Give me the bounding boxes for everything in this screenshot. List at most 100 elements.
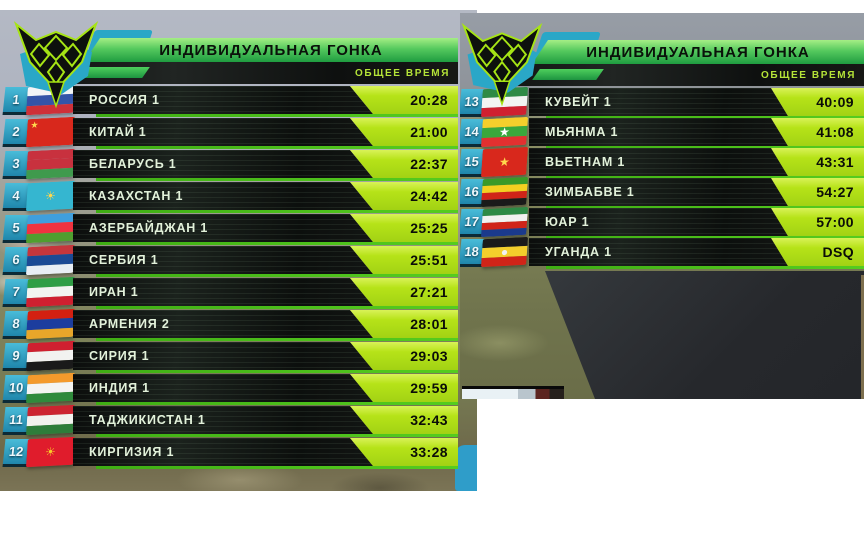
row-underline [96, 274, 458, 277]
team-name: ЗИМБАБВЕ 1 [545, 185, 635, 199]
column-header-bar: ОБЩЕЕ ВРЕМЯ [52, 62, 458, 84]
rank-number: 9 [11, 348, 21, 363]
flag-stripe [25, 391, 74, 404]
total-time-value: 33:28 [410, 444, 448, 460]
result-row: 7 ИРАН 1 27:21 [0, 276, 458, 309]
row-underline [546, 236, 864, 239]
row-underline [96, 114, 458, 117]
total-time-value: 29:59 [410, 380, 448, 396]
result-row: 6 СЕРБИЯ 1 25:51 [0, 244, 458, 277]
team-name: РОССИЯ 1 [89, 93, 160, 107]
panel-title-bar: ИНДИВИДУАЛЬНАЯ ГОНКА [84, 38, 458, 62]
result-row: 9 СИРИЯ 1 29:03 [0, 340, 458, 373]
result-row: 8 АРМЕНИЯ 2 28:01 [0, 308, 458, 341]
team-name-bar: АРМЕНИЯ 2 [73, 310, 373, 338]
flag-kyrgyzstan-icon: ☀ [25, 436, 76, 468]
rank-number: 18 [463, 244, 480, 259]
total-time-value: 54:27 [816, 184, 854, 200]
team-name: АЗЕРБАЙДЖАН 1 [89, 221, 209, 235]
team-name: СИРИЯ 1 [89, 349, 150, 363]
flag-myanmar-icon: ★ [480, 116, 529, 148]
total-time-value: 43:31 [816, 154, 854, 170]
total-time-value: 41:08 [816, 124, 854, 140]
team-name: УГАНДА 1 [545, 245, 612, 259]
leaderboard-panel-right: ИНДИВИДУАЛЬНАЯ ГОНКА ОБЩЕЕ ВРЕМЯ 13 КУВЕЙ… [460, 13, 864, 399]
rank-number: 10 [8, 380, 25, 395]
total-time-value: 21:00 [410, 124, 448, 140]
team-name: ВЬЕТНАМ 1 [545, 155, 626, 169]
total-time-box: DSQ [771, 238, 864, 266]
row-underline [96, 146, 458, 149]
team-name-bar: КИТАЙ 1 [73, 118, 373, 146]
total-time-value: 25:51 [410, 252, 448, 268]
row-underline [96, 338, 458, 341]
result-row: 12 ☀ КИРГИЗИЯ 1 33:28 [0, 436, 458, 469]
total-time-box: 41:08 [771, 118, 864, 146]
row-underline [96, 370, 458, 373]
flag-emblem-icon: ● [500, 244, 509, 260]
row-underline [546, 146, 864, 149]
flag-azerbaijan-icon [25, 212, 76, 244]
flag-belarus-icon [25, 148, 76, 180]
video-frame-right: ИНДИВИДУАЛЬНАЯ ГОНКА ОБЩЕЕ ВРЕМЯ 13 КУВЕЙ… [460, 13, 864, 399]
team-name: КАЗАХСТАН 1 [89, 189, 184, 203]
row-underline [96, 434, 458, 437]
flag-zimbabwe-icon [480, 176, 529, 208]
flag-kazakhstan-icon: ☀ [25, 180, 76, 212]
rank-number: 17 [463, 214, 480, 229]
rank-number: 12 [8, 444, 25, 459]
row-underline [96, 210, 458, 213]
rank-number: 6 [11, 252, 21, 267]
result-row: 11 ТАДЖИКИСТАН 1 32:43 [0, 404, 458, 437]
total-time-box: 40:09 [771, 88, 864, 116]
total-time-box: 54:27 [771, 178, 864, 206]
panel-title: ИНДИВИДУАЛЬНАЯ ГОНКА [586, 43, 810, 61]
army-games-logo-icon [460, 20, 550, 115]
flag-uganda-icon: ● [480, 236, 529, 268]
team-name: ИНДИЯ 1 [89, 381, 150, 395]
team-name: АРМЕНИЯ 2 [89, 317, 170, 331]
flag-stripe [25, 327, 74, 340]
flag-emblem-icon: ☀ [44, 188, 57, 204]
team-name-bar: ЮАР 1 [529, 208, 788, 236]
team-name: ИРАН 1 [89, 285, 139, 299]
flag-iran-icon [25, 276, 76, 308]
team-name-bar: СЕРБИЯ 1 [73, 246, 373, 274]
team-name-bar: КИРГИЗИЯ 1 [73, 438, 373, 466]
team-name-bar: МЬЯНМА 1 [529, 118, 788, 146]
flag-stripe [480, 197, 527, 208]
team-name-bar: РОССИЯ 1 [73, 86, 373, 114]
flag-stripe [25, 231, 74, 244]
team-name-bar: ТАДЖИКИСТАН 1 [73, 406, 373, 434]
flag-stripe [480, 227, 527, 238]
flag-vietnam-icon: ★ [480, 146, 529, 178]
team-name: ЮАР 1 [545, 215, 590, 229]
background-vehicle-strip [462, 386, 564, 399]
rank-number: 5 [11, 220, 21, 235]
team-name-bar: ЗИМБАБВЕ 1 [529, 178, 788, 206]
army-games-logo-icon [6, 18, 106, 117]
team-name: СЕРБИЯ 1 [89, 253, 159, 267]
total-time-value: 25:25 [410, 220, 448, 236]
rank-number: 11 [8, 412, 24, 427]
row-underline [546, 206, 864, 209]
result-row: 10 ИНДИЯ 1 29:59 [0, 372, 458, 405]
total-time-box: 20:28 [350, 86, 458, 114]
column-header-bar: ОБЩЕЕ ВРЕМЯ [506, 64, 864, 86]
result-row: 4 ☀ КАЗАХСТАН 1 24:42 [0, 180, 458, 213]
total-time-box: 29:59 [350, 374, 458, 402]
team-name-bar: КУВЕЙТ 1 [529, 88, 788, 116]
flag-china-icon: ★ [25, 116, 76, 148]
rank-number: 14 [463, 124, 480, 139]
background-edge-sliver [861, 275, 864, 399]
team-name: МЬЯНМА 1 [545, 125, 619, 139]
panel-title: ИНДИВИДУАЛЬНАЯ ГОНКА [159, 41, 383, 59]
result-row: 2 ★ КИТАЙ 1 21:00 [0, 116, 458, 149]
rank-number: 8 [11, 316, 21, 331]
result-row: 18 ● УГАНДА 1 DSQ [460, 236, 864, 269]
team-name-bar: УГАНДА 1 [529, 238, 788, 266]
team-name-bar: СИРИЯ 1 [73, 342, 373, 370]
flag-india-icon [25, 372, 76, 404]
total-time-box: 57:00 [771, 208, 864, 236]
